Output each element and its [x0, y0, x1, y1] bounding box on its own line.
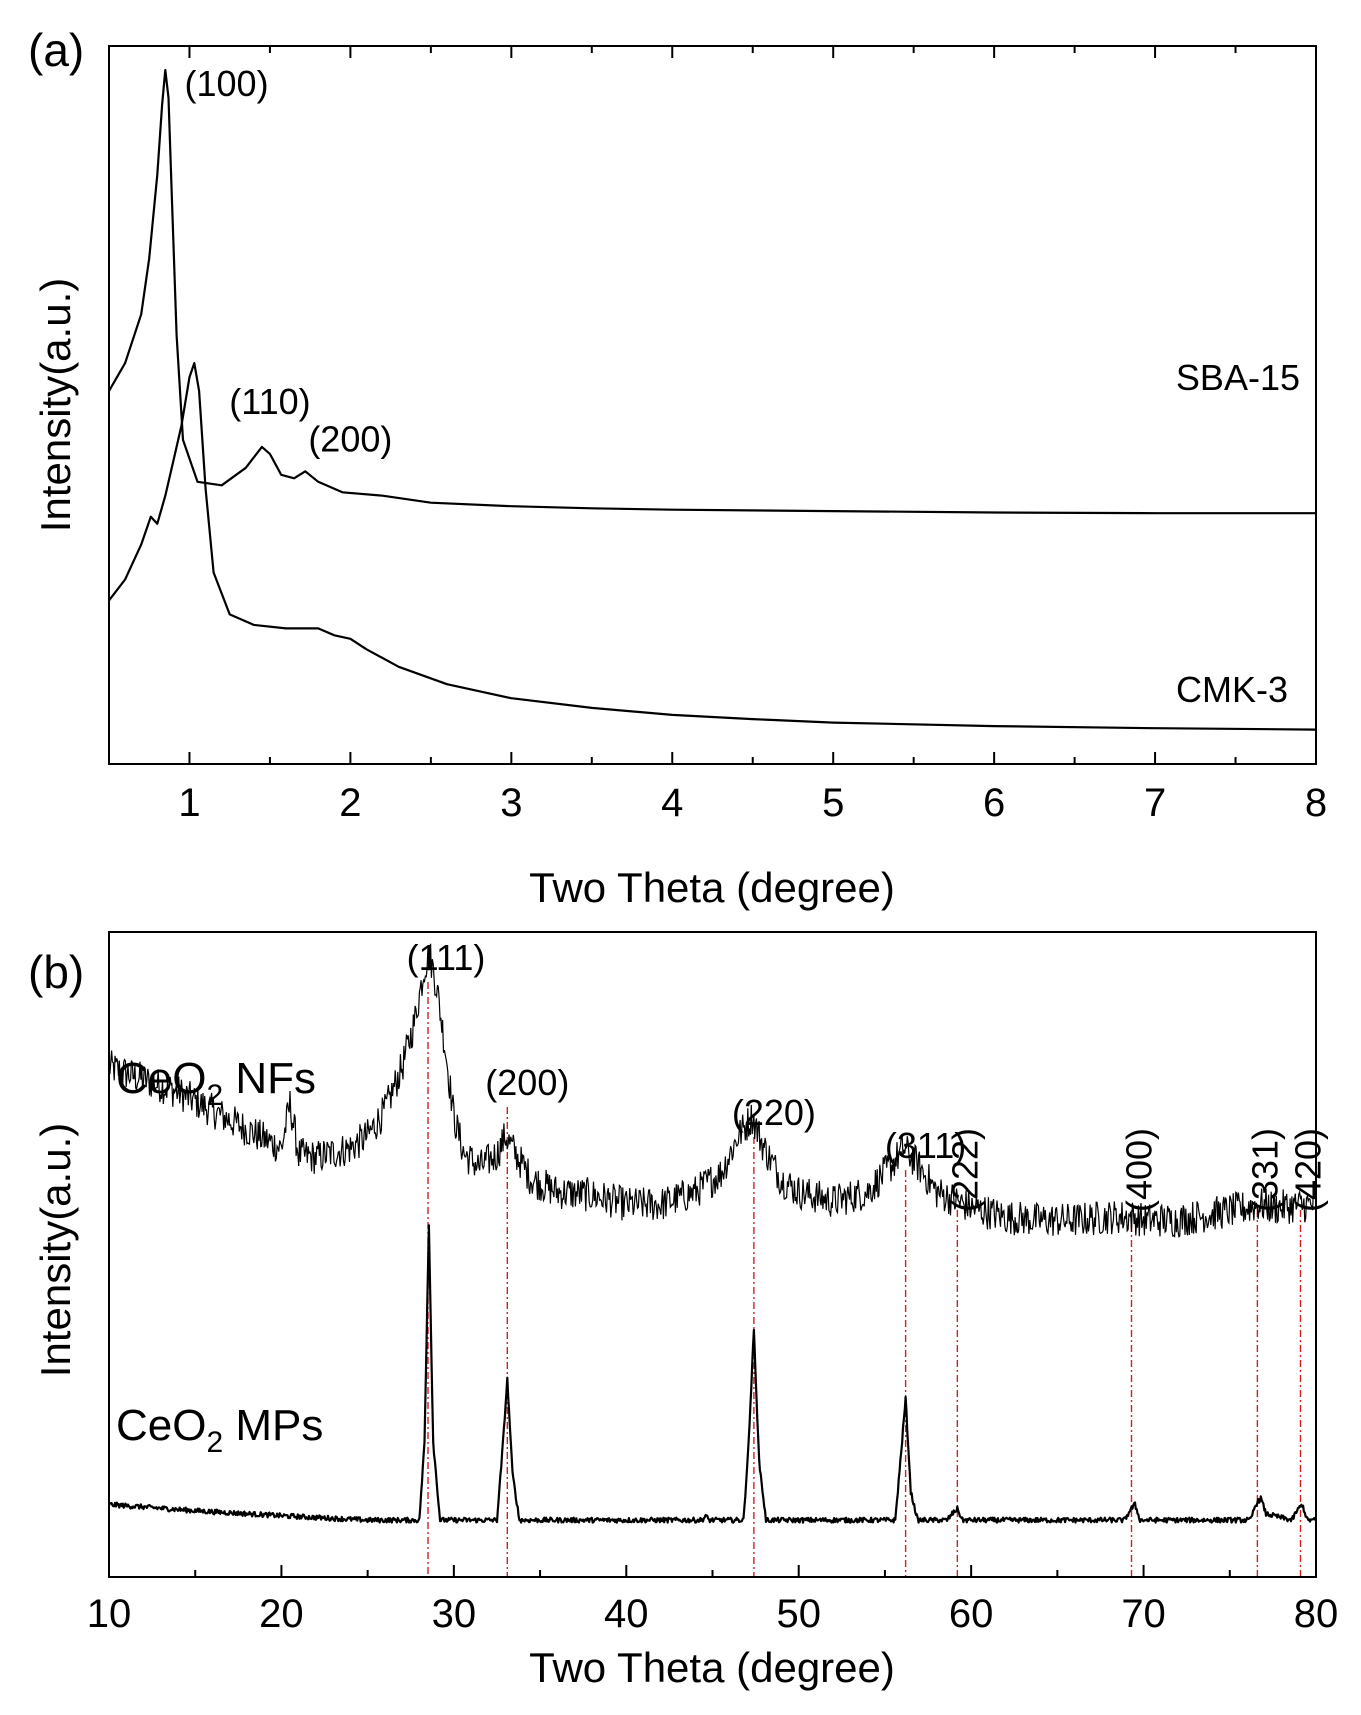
x-tick-label: 60 — [949, 1592, 994, 1636]
reference-label: (311) — [885, 1125, 966, 1166]
series-line-cmk-3 — [108, 362, 1317, 731]
x-tick-label: 3 — [500, 781, 522, 825]
panel-a: (a) 1 2 3 4 5 6 7 8 (100) (110)(200) SBA-15 CMK-… — [28, 24, 1327, 911]
panel-b-axes-frame — [108, 931, 1317, 1578]
x-tick-label: 2 — [339, 781, 361, 825]
x-tick-label: 50 — [776, 1592, 821, 1636]
series-line-ceo2-nfs — [108, 943, 1317, 1238]
series-line-ceo2-mps — [107, 1224, 1317, 1524]
reference-label: (222) — [944, 1128, 985, 1212]
x-tick-label: 20 — [259, 1592, 304, 1636]
panel-a-peak-labels: (100) (110)(200) — [185, 63, 393, 459]
x-tick-label: 30 — [432, 1592, 477, 1636]
x-tick-label: 8 — [1305, 781, 1327, 825]
peak-label: (100) — [185, 63, 269, 104]
x-tick-label: 80 — [1294, 1592, 1339, 1636]
panel-b-reference-labels: (111) (200) (220) (311)(222) (400) (331) (420) — [407, 937, 1329, 1212]
panel-a-series-label-sba15: SBA-15 — [1176, 357, 1300, 398]
reference-label: (111) — [407, 937, 486, 978]
panel-b: (b) 10 20 30 40 50 60 70 80 (111) (200) (220) (311… — [28, 931, 1339, 1691]
x-tick-label: 5 — [822, 781, 844, 825]
peak-label: (200) — [308, 418, 392, 459]
series-line-sba-15 — [108, 68, 1316, 515]
peak-label: (110) — [229, 381, 310, 422]
reference-label: (331) — [1244, 1128, 1285, 1212]
panel-a-y-axis-label: Intensity(a.u.) — [32, 278, 79, 532]
panel-b-series-label-nfs: CeO2 NFs — [116, 1054, 316, 1112]
reference-label: (200) — [485, 1062, 569, 1103]
panel-a-series-label-cmk3: CMK-3 — [1176, 669, 1288, 710]
panel-b-x-axis-label: Two Theta (degree) — [529, 1644, 895, 1691]
panel-b-traces — [107, 943, 1317, 1524]
panel-a-traces — [108, 68, 1317, 731]
x-tick-label: 4 — [661, 781, 683, 825]
panel-b-y-axis-label: Intensity(a.u.) — [32, 1123, 79, 1377]
panel-a-x-axis-label: Two Theta (degree) — [529, 864, 895, 911]
x-tick-label: 40 — [604, 1592, 649, 1636]
reference-label: (220) — [732, 1092, 816, 1133]
x-tick-label: 1 — [178, 781, 200, 825]
panel-a-x-ticks — [108, 46, 1317, 764]
panel-b-x-ticks — [108, 1565, 1317, 1577]
panel-b-label: (b) — [28, 946, 84, 998]
panel-a-axes-frame — [108, 45, 1317, 765]
panel-b-series-label-mps: CeO2 MPs — [116, 1401, 323, 1459]
x-tick-label: 7 — [1144, 781, 1166, 825]
panel-a-x-tick-labels: 1 2 3 4 5 6 7 8 — [178, 781, 1327, 825]
panel-b-x-tick-labels: 10 20 30 40 50 60 70 80 — [87, 1592, 1339, 1636]
x-tick-label: 70 — [1121, 1592, 1166, 1636]
x-tick-label: 6 — [983, 781, 1005, 825]
reference-label: (400) — [1119, 1128, 1160, 1212]
panel-a-label: (a) — [28, 24, 84, 76]
reference-label: (420) — [1287, 1128, 1328, 1212]
x-tick-label: 10 — [87, 1592, 132, 1636]
